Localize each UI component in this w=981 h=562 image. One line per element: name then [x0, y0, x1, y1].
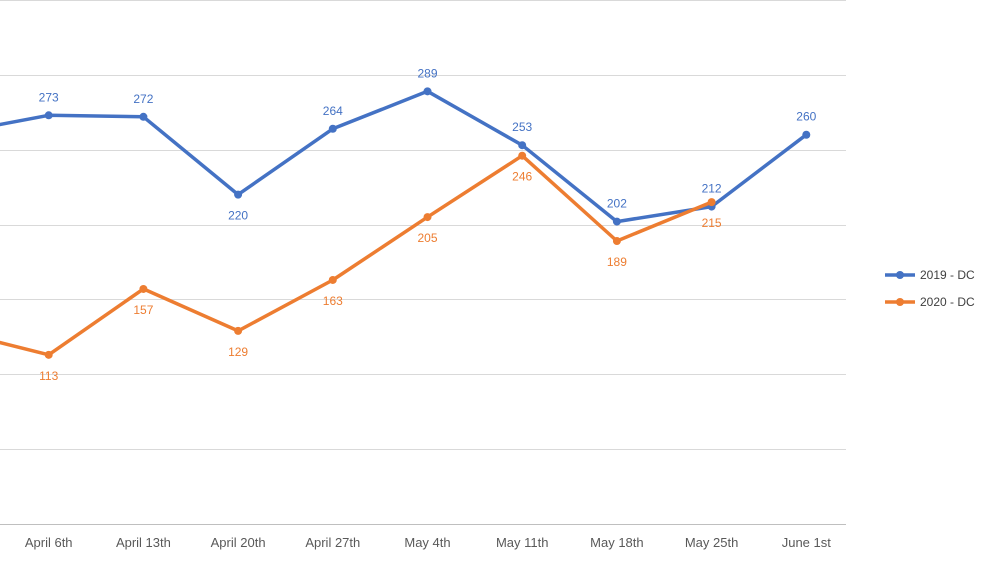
x-axis: April 6th April 13th April 20th April 27th M… — [25, 535, 831, 550]
gridlines — [0, 0, 846, 525]
x-tick-label: April 20th — [211, 535, 266, 550]
x-tick-label: April 27th — [305, 535, 360, 550]
data-point — [612, 237, 621, 246]
data-label: 246 — [512, 170, 532, 184]
data-point — [139, 112, 148, 121]
data-label: 129 — [228, 345, 248, 359]
data-point — [234, 326, 243, 335]
series-line-1 — [0, 89, 808, 224]
data-label: 264 — [323, 104, 343, 118]
data-point — [423, 213, 432, 222]
data-point — [423, 87, 432, 96]
data-label: 215 — [702, 216, 722, 230]
data-point — [44, 111, 53, 120]
data-label: 260 — [796, 110, 816, 124]
data-point — [328, 275, 337, 284]
data-label: 212 — [702, 182, 722, 196]
legend-label: 2019 - DC — [920, 268, 975, 282]
data-point — [234, 190, 243, 199]
data-label: 253 — [512, 120, 532, 134]
x-tick-label: May 18th — [590, 535, 643, 550]
data-point — [518, 141, 527, 150]
data-label: 289 — [417, 66, 437, 80]
data-label: 113 — [39, 369, 58, 383]
data-point — [139, 284, 148, 293]
data-point — [518, 151, 527, 160]
data-label: 157 — [133, 303, 153, 317]
x-tick-label: May 4th — [404, 535, 450, 550]
x-tick-label: May 25th — [685, 535, 738, 550]
data-label: 273 — [39, 90, 59, 104]
data-labels: 273 272 220 264 289 253 202 212 260 113 157 129 163 2… — [39, 66, 817, 382]
legend-swatch-marker — [896, 271, 904, 279]
data-point — [612, 217, 621, 226]
data-label: 202 — [607, 197, 627, 211]
data-label: 205 — [417, 231, 437, 245]
legend: 2019 - DC 2020 - DC — [885, 268, 975, 309]
data-point — [707, 198, 716, 207]
x-tick-label: June 1st — [782, 535, 832, 550]
data-label: 163 — [323, 294, 343, 308]
legend-swatch-marker — [896, 298, 904, 306]
x-tick-label: May 11th — [496, 535, 549, 550]
x-tick-label: April 13th — [116, 535, 171, 550]
data-label: 220 — [228, 209, 248, 223]
data-point — [328, 124, 337, 133]
data-point — [802, 130, 811, 139]
data-point — [44, 350, 53, 359]
data-label: 189 — [607, 255, 627, 269]
data-label: 272 — [133, 92, 153, 106]
series-line-2 — [0, 153, 713, 357]
x-tick-label: April 6th — [25, 535, 73, 550]
legend-label: 2020 - DC — [920, 295, 975, 309]
series-lines — [0, 87, 811, 359]
